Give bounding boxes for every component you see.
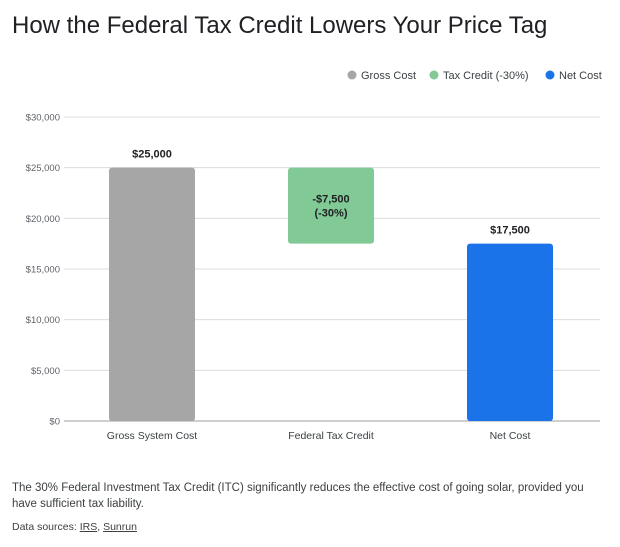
waterfall-chart: $0 $5,000 $10,000 $15,000 $20,000 $25,000 $30,… [26, 70, 602, 442]
y-tick-label-5: $25,000 [26, 163, 60, 174]
source-link-sunrun[interactable]: Sunrun [103, 521, 137, 533]
bar-label-1-line-1: (-30%) [314, 208, 347, 220]
legend-label-1: Tax Credit (-30%) [443, 70, 529, 82]
legend-marker-2 [545, 70, 555, 80]
bar-2 [467, 243, 553, 421]
legend-marker-0 [347, 70, 357, 80]
bar-1 [288, 167, 374, 244]
bar-0 [109, 167, 195, 421]
legend-marker-1 [429, 70, 439, 80]
chart-caption: The 30% Federal Investment Tax Credit (I… [12, 482, 584, 510]
bar-label-0: $25,000 [132, 149, 172, 161]
x-tick-label-2: Net Cost [490, 430, 531, 442]
x-tick-label-1: Federal Tax Credit [288, 430, 374, 442]
chart-title: How the Federal Tax Credit Lowers Your P… [12, 12, 548, 39]
bar-label-2: $17,500 [490, 225, 530, 237]
y-tick-label-6: $30,000 [26, 113, 60, 124]
y-tick-label-3: $15,000 [26, 265, 60, 276]
x-tick-label-0: Gross System Cost [107, 430, 198, 442]
y-tick-label-0: $0 [49, 417, 60, 428]
data-sources-prefix: Data sources: [12, 521, 80, 533]
y-tick-label-2: $10,000 [26, 315, 60, 326]
legend-label-2: Net Cost [559, 70, 602, 82]
bar-label-1-line-0: -$7,500 [312, 194, 349, 206]
source-link-irs[interactable]: IRS [79, 521, 98, 533]
legend-label-0: Gross Cost [361, 70, 416, 82]
y-tick-label-1: $5,000 [31, 366, 60, 377]
data-sources: Data sources: IRS, Sunrun [12, 521, 137, 533]
y-tick-label-4: $20,000 [26, 214, 60, 225]
